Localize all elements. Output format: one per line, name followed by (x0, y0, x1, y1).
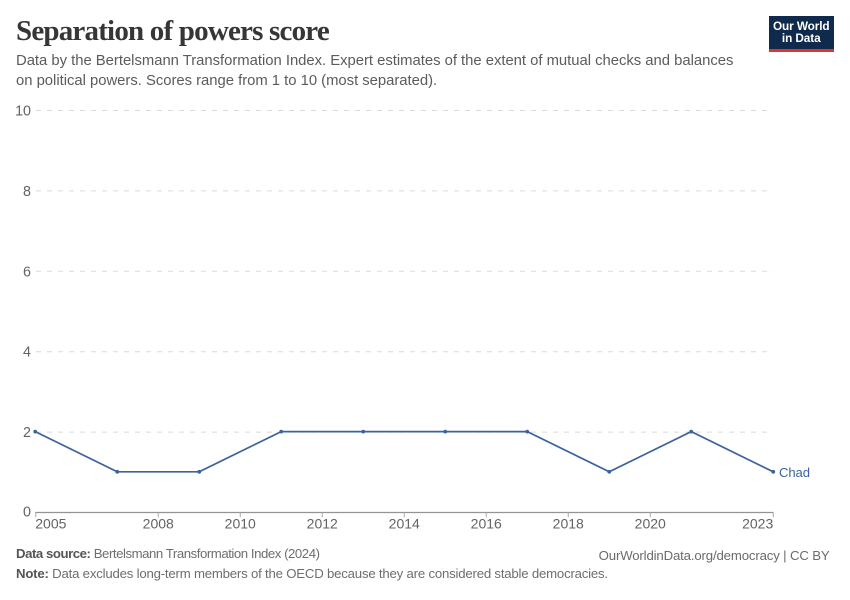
svg-text:Chad: Chad (779, 465, 810, 480)
svg-text:4: 4 (23, 345, 31, 361)
svg-text:2010: 2010 (225, 516, 256, 532)
svg-text:8: 8 (23, 184, 31, 200)
svg-text:6: 6 (23, 264, 31, 280)
svg-text:2005: 2005 (35, 516, 66, 532)
svg-text:2008: 2008 (143, 516, 174, 532)
svg-text:2016: 2016 (471, 516, 502, 532)
svg-text:2023: 2023 (742, 516, 773, 532)
svg-text:2020: 2020 (635, 516, 666, 532)
svg-text:10: 10 (15, 104, 31, 120)
svg-text:2018: 2018 (553, 516, 584, 532)
svg-text:2: 2 (23, 425, 31, 441)
svg-text:2012: 2012 (307, 516, 338, 532)
svg-text:2014: 2014 (389, 516, 420, 532)
svg-text:0: 0 (23, 505, 31, 521)
